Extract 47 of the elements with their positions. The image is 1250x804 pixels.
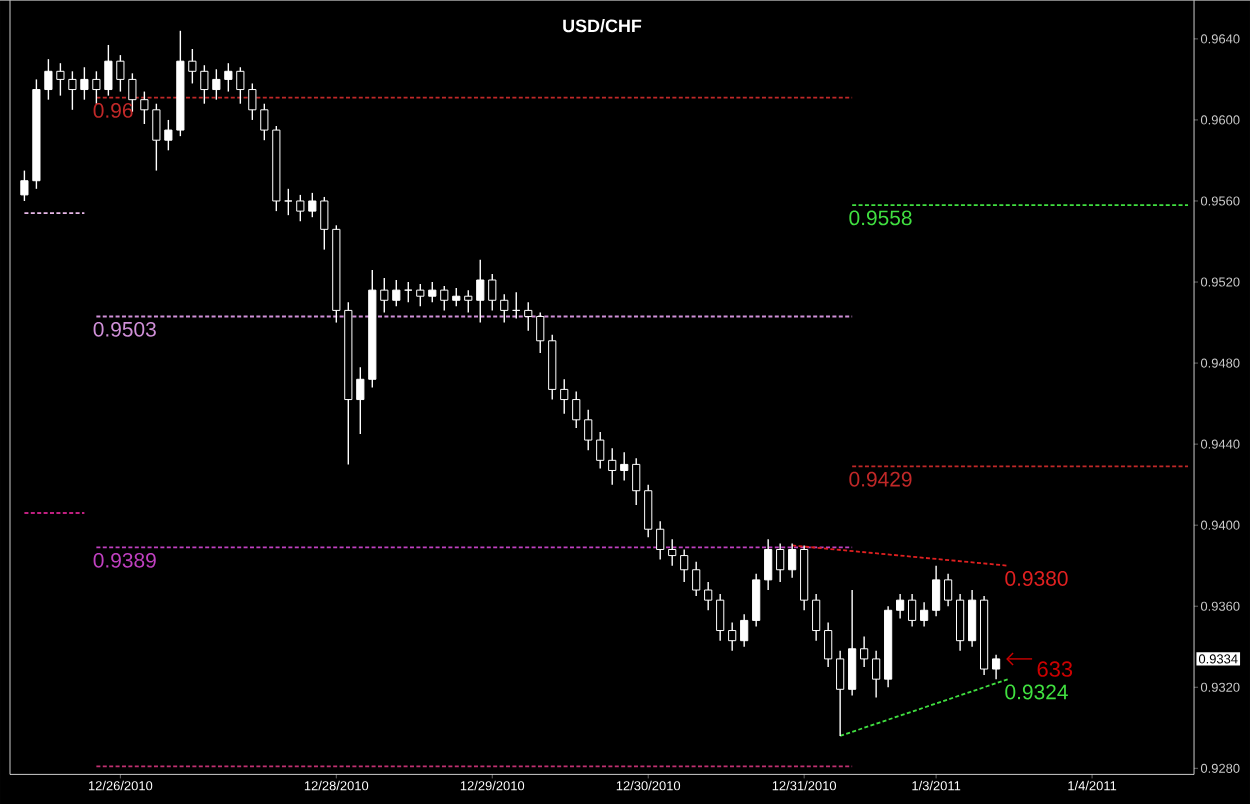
candlestick xyxy=(812,593,821,642)
candlestick xyxy=(560,378,569,415)
candlestick xyxy=(968,589,977,648)
candlestick xyxy=(704,581,713,611)
candlestick xyxy=(644,483,653,538)
candlestick xyxy=(920,601,929,627)
candlestick xyxy=(632,457,641,506)
candlestick xyxy=(836,649,845,737)
series-label: 0.9389 xyxy=(93,552,156,568)
candlestick xyxy=(848,589,857,696)
candlestick xyxy=(716,593,725,642)
candlestick xyxy=(680,548,689,583)
candlestick xyxy=(956,593,965,652)
series-label: 0.9429 xyxy=(849,471,912,487)
candlestick xyxy=(608,447,617,486)
candlestick xyxy=(932,564,941,617)
series-label: 0.9380 xyxy=(1005,570,1068,586)
candlestick xyxy=(908,593,917,627)
candlestick xyxy=(656,520,665,561)
candlestick xyxy=(872,649,881,698)
candlestick xyxy=(536,311,545,354)
candlestick xyxy=(896,593,905,619)
candlestick xyxy=(596,431,605,469)
candlestick xyxy=(284,187,293,216)
candlestick xyxy=(524,301,533,332)
candlestick xyxy=(944,572,953,607)
annotation: 633 xyxy=(1037,661,1073,677)
candlestick xyxy=(788,542,797,579)
candlestick xyxy=(404,281,413,303)
candlestick xyxy=(620,451,629,482)
candlestick xyxy=(992,653,1001,680)
series-label: 0.9558 xyxy=(849,210,912,226)
candlestick xyxy=(692,560,701,597)
candlestick xyxy=(776,542,785,583)
candlestick xyxy=(584,408,593,451)
candlestick xyxy=(740,613,749,648)
candlestick xyxy=(668,538,677,567)
candlestick xyxy=(572,390,581,429)
candlestick xyxy=(824,621,833,668)
candlestick xyxy=(860,635,869,668)
candlestick xyxy=(752,572,761,627)
series-label: 0.9503 xyxy=(93,321,156,337)
candlestick xyxy=(764,538,773,591)
series-label: 0.96 xyxy=(93,102,133,118)
text: USD/CHF xyxy=(563,18,642,33)
series-label: 0.9324 xyxy=(1005,684,1068,700)
candlestick xyxy=(728,621,737,652)
